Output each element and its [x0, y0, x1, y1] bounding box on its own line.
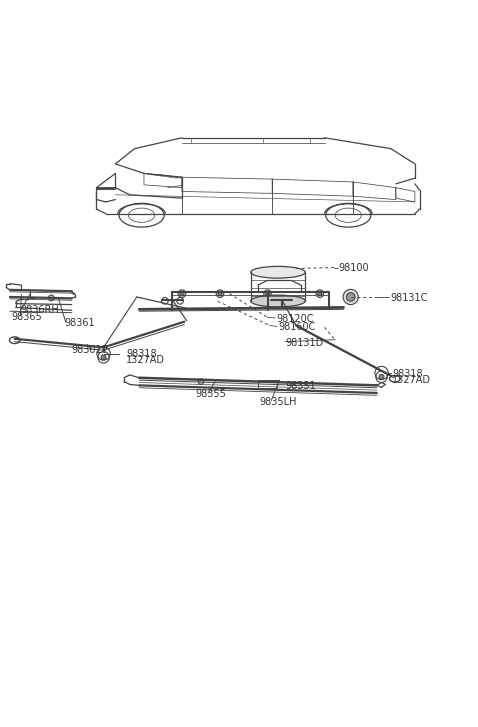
Circle shape: [347, 293, 355, 301]
Text: 98365: 98365: [12, 312, 43, 322]
Circle shape: [316, 290, 324, 297]
Text: 98301P: 98301P: [72, 345, 109, 356]
Text: 1327AD: 1327AD: [126, 355, 165, 365]
Text: 98131C: 98131C: [390, 293, 427, 303]
Circle shape: [216, 290, 224, 297]
Circle shape: [343, 289, 358, 305]
Text: 98120C: 98120C: [276, 314, 314, 324]
Circle shape: [198, 379, 204, 385]
Circle shape: [178, 290, 186, 297]
Circle shape: [264, 290, 272, 297]
Text: 98131D: 98131D: [285, 337, 324, 348]
Circle shape: [180, 292, 184, 296]
Text: 98160C: 98160C: [278, 322, 315, 332]
Circle shape: [318, 292, 322, 296]
Text: 98361: 98361: [64, 318, 95, 328]
Text: 98318: 98318: [126, 350, 156, 359]
Text: 98100: 98100: [339, 263, 369, 273]
Circle shape: [48, 295, 54, 301]
Circle shape: [379, 374, 384, 379]
Text: 98355: 98355: [196, 389, 226, 399]
Text: 98318: 98318: [392, 369, 423, 379]
Text: 1327AD: 1327AD: [392, 374, 431, 385]
Text: 98351: 98351: [285, 381, 316, 391]
Text: 9836RH: 9836RH: [21, 305, 59, 315]
Circle shape: [101, 355, 106, 360]
Text: 9835LH: 9835LH: [259, 396, 296, 406]
Ellipse shape: [250, 266, 305, 278]
Ellipse shape: [250, 295, 305, 307]
Circle shape: [218, 292, 222, 296]
Circle shape: [266, 292, 270, 296]
